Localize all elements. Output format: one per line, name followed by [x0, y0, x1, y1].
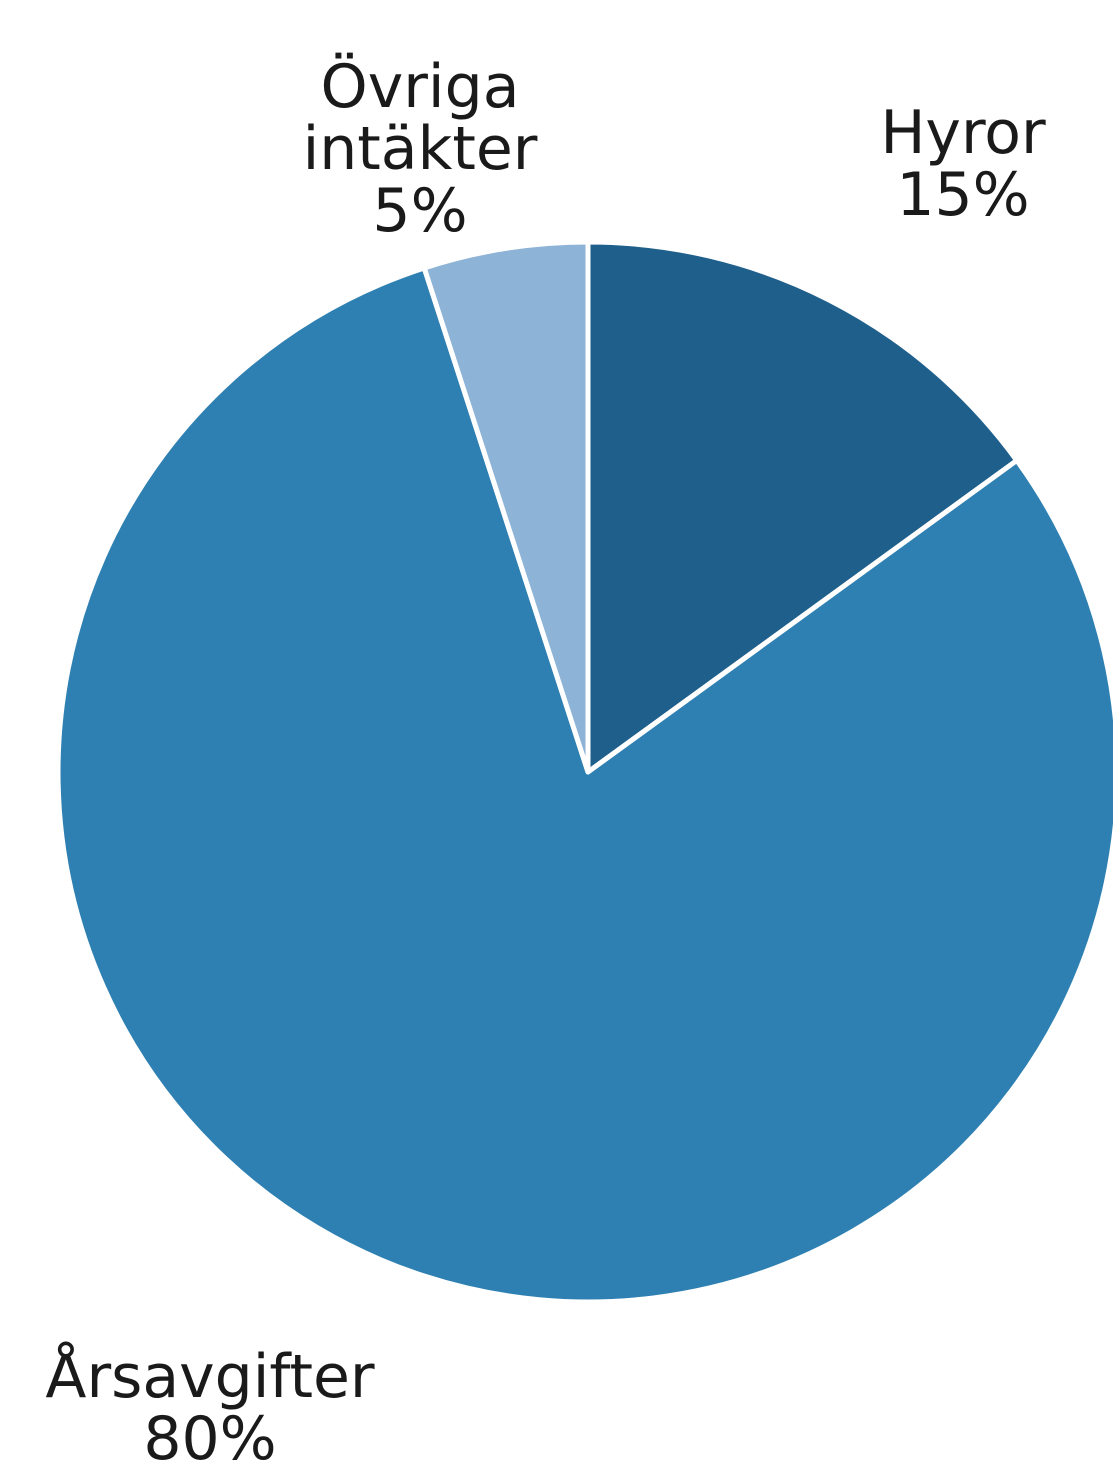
slice-label-arsavgifter-text: Årsavgifter	[45, 1342, 375, 1412]
slice-label-ovriga-intakter: Övriga intäkter 5%	[290, 56, 550, 242]
slice-label-ovriga-line2: intäkter	[302, 114, 538, 184]
slice-value-arsavgifter: 80%	[143, 1404, 277, 1474]
slice-value-ovriga: 5%	[372, 176, 468, 246]
slice-label-arsavgifter: Årsavgifter 80%	[20, 1346, 400, 1470]
pie-slice-arsavgifter	[55, 265, 1113, 1305]
slice-label-ovriga-line1: Övriga	[320, 52, 520, 122]
pie-slices	[55, 239, 1113, 1305]
slice-label-hyror: Hyror 15%	[858, 102, 1068, 226]
pie-slice-ovriga	[421, 239, 591, 775]
slice-label-hyror-text: Hyror	[880, 98, 1046, 168]
slice-value-hyror: 15%	[896, 160, 1030, 230]
pie-slice-hyror	[585, 239, 1020, 775]
